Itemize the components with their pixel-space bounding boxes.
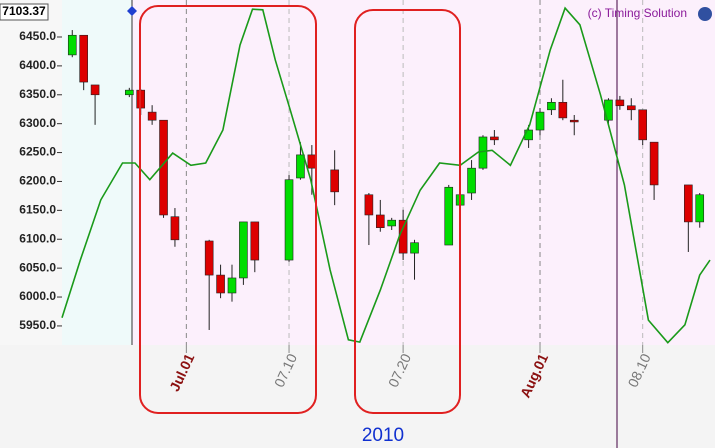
grid: [57, 0, 644, 353]
candle-body: [375, 214, 385, 228]
y-tick-label: 6400.0: [19, 58, 56, 72]
candle-body: [204, 240, 214, 276]
y-tick-label: 6300.0: [19, 116, 56, 130]
credit: (c) Timing Solution: [588, 6, 687, 20]
highlight-box: [354, 9, 461, 414]
candle-body: [444, 186, 454, 246]
candle-body: [364, 194, 374, 216]
candle-body: [296, 154, 305, 179]
candle-body: [216, 274, 225, 294]
candle-body: [410, 242, 419, 254]
candle-body: [684, 184, 693, 223]
price-label: 7103.37: [2, 4, 46, 18]
y-tick-label: 5950.0: [19, 318, 56, 332]
candle-body: [125, 89, 134, 96]
candle-body: [638, 109, 647, 141]
now-marker: [127, 6, 137, 16]
highlight-box: [139, 5, 317, 414]
candle-body: [307, 154, 317, 169]
candle-body: [558, 101, 568, 119]
candle-body: [250, 221, 260, 261]
y-tick-label: 6000.0: [19, 289, 56, 303]
candle-body: [535, 111, 545, 131]
x-axis-title: 2010: [362, 425, 404, 446]
y-tick-label: 6150.0: [19, 203, 56, 217]
price-box: [0, 3, 49, 21]
candle-body: [467, 167, 476, 194]
candle-body: [79, 34, 88, 83]
candle-body: [649, 141, 659, 186]
indicator-line: [61, 6, 711, 344]
candle-body: [239, 221, 248, 279]
globe-icon: [698, 7, 712, 21]
y-tick-label: 6250.0: [19, 145, 56, 159]
candle-body: [547, 101, 556, 111]
candle-body: [695, 194, 705, 223]
candle-body: [330, 169, 339, 193]
y-tick-label: 6100.0: [19, 231, 56, 245]
candle-body: [398, 219, 408, 254]
candle-body: [90, 84, 100, 96]
candle-body: [626, 105, 636, 111]
candle-body: [147, 111, 157, 121]
candle-body: [615, 99, 625, 107]
candle-body: [490, 136, 499, 141]
candle-body: [227, 277, 237, 294]
y-tick-label: 6350.0: [19, 87, 56, 101]
marks: [61, 6, 711, 344]
y-tick-label: 6050.0: [19, 260, 56, 274]
y-tick-label: 6450.0: [19, 29, 56, 43]
plot-area: [62, 0, 715, 345]
candle-body: [67, 34, 77, 56]
candle-body: [284, 179, 294, 261]
y-axis-area: [0, 0, 62, 345]
y-tick-label: 6200.0: [19, 174, 56, 188]
candle-body: [170, 216, 180, 241]
candle-body: [569, 119, 579, 123]
candle-body: [387, 219, 397, 227]
history-area: [62, 0, 132, 345]
